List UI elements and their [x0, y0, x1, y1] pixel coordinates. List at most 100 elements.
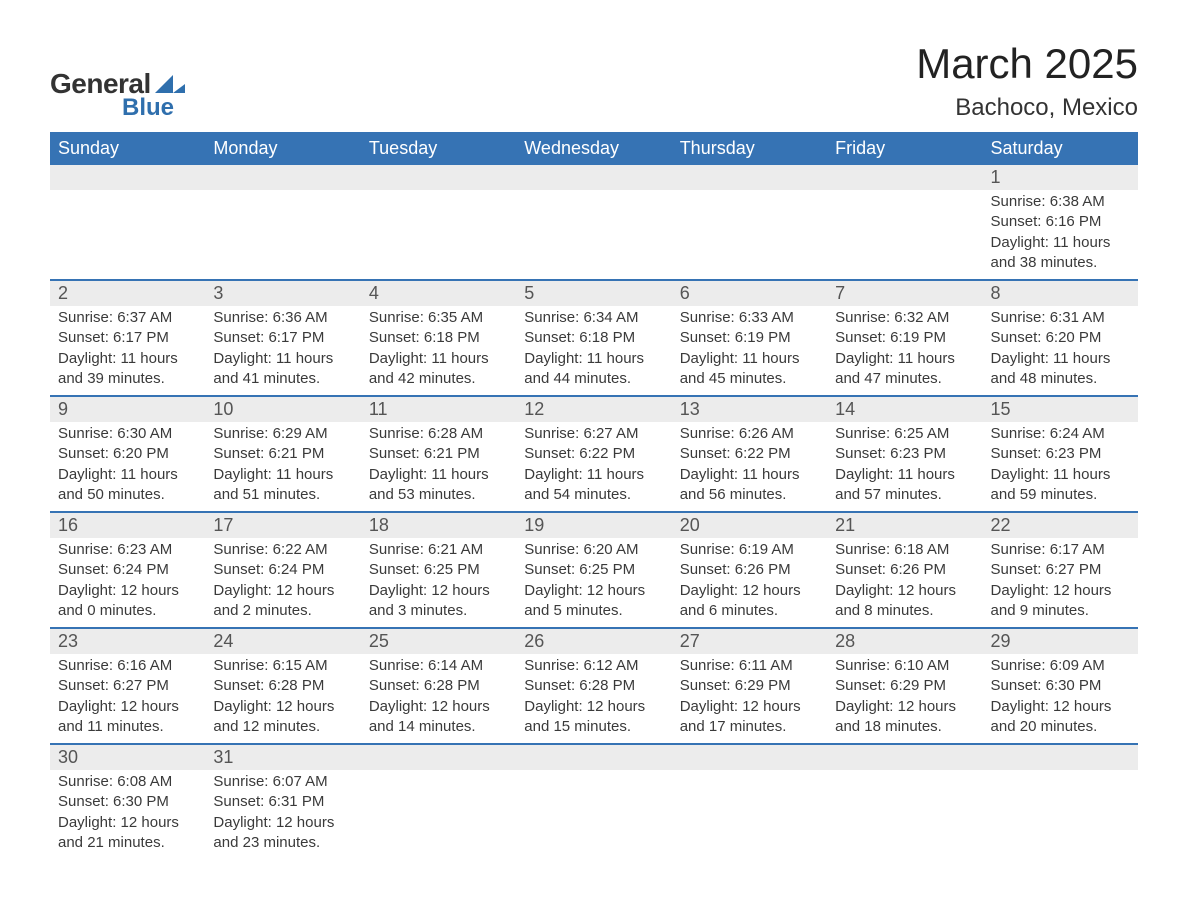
sunset-line: Sunset: 6:28 PM: [524, 676, 663, 696]
sunrise-line: Sunrise: 6:26 AM: [680, 424, 819, 444]
day-number: [983, 745, 1138, 770]
daylight-line: Daylight: 11 hours and 59 minutes.: [991, 465, 1130, 506]
sunset-line: Sunset: 6:26 PM: [835, 560, 974, 580]
daylight-line: Daylight: 12 hours and 21 minutes.: [58, 813, 197, 854]
day-detail: Sunrise: 6:30 AMSunset: 6:20 PMDaylight:…: [50, 422, 205, 511]
calendar-body: 1Sunrise: 6:38 AMSunset: 6:16 PMDaylight…: [50, 165, 1138, 859]
day-detail: [827, 190, 982, 198]
page-title: March 2025: [916, 40, 1138, 88]
day-number: 14: [827, 397, 982, 422]
sunset-line: Sunset: 6:30 PM: [58, 792, 197, 812]
sunrise-line: Sunrise: 6:23 AM: [58, 540, 197, 560]
day-number: 31: [205, 745, 360, 770]
daylight-line: Daylight: 12 hours and 6 minutes.: [680, 581, 819, 622]
sunset-line: Sunset: 6:20 PM: [991, 328, 1130, 348]
daylight-line: Daylight: 12 hours and 3 minutes.: [369, 581, 508, 622]
daynum-row: 2345678: [50, 280, 1138, 306]
day-number: [516, 745, 671, 770]
daylight-line: Daylight: 12 hours and 20 minutes.: [991, 697, 1130, 738]
sunset-line: Sunset: 6:18 PM: [369, 328, 508, 348]
sunrise-line: Sunrise: 6:08 AM: [58, 772, 197, 792]
sunrise-line: Sunrise: 6:25 AM: [835, 424, 974, 444]
weekday-header-row: Sunday Monday Tuesday Wednesday Thursday…: [50, 132, 1138, 165]
sunrise-line: Sunrise: 6:07 AM: [213, 772, 352, 792]
daylight-line: Daylight: 11 hours and 39 minutes.: [58, 349, 197, 390]
day-detail: Sunrise: 6:28 AMSunset: 6:21 PMDaylight:…: [361, 422, 516, 511]
sunrise-line: Sunrise: 6:20 AM: [524, 540, 663, 560]
day-detail: Sunrise: 6:19 AMSunset: 6:26 PMDaylight:…: [672, 538, 827, 627]
day-detail: [983, 770, 1138, 778]
sunset-line: Sunset: 6:17 PM: [213, 328, 352, 348]
day-number: 22: [983, 513, 1138, 538]
daylight-line: Daylight: 12 hours and 14 minutes.: [369, 697, 508, 738]
sunrise-line: Sunrise: 6:15 AM: [213, 656, 352, 676]
day-detail: Sunrise: 6:35 AMSunset: 6:18 PMDaylight:…: [361, 306, 516, 395]
day-detail: Sunrise: 6:08 AMSunset: 6:30 PMDaylight:…: [50, 770, 205, 859]
day-number: [827, 745, 982, 770]
day-number: 30: [50, 745, 205, 770]
daylight-line: Daylight: 11 hours and 50 minutes.: [58, 465, 197, 506]
day-detail: Sunrise: 6:37 AMSunset: 6:17 PMDaylight:…: [50, 306, 205, 395]
day-detail: Sunrise: 6:16 AMSunset: 6:27 PMDaylight:…: [50, 654, 205, 743]
daylight-line: Daylight: 12 hours and 12 minutes.: [213, 697, 352, 738]
daylight-line: Daylight: 11 hours and 51 minutes.: [213, 465, 352, 506]
title-block: March 2025 Bachoco, Mexico: [916, 40, 1138, 122]
day-detail: Sunrise: 6:15 AMSunset: 6:28 PMDaylight:…: [205, 654, 360, 743]
sunset-line: Sunset: 6:31 PM: [213, 792, 352, 812]
location: Bachoco, Mexico: [916, 94, 1138, 122]
day-detail: Sunrise: 6:17 AMSunset: 6:27 PMDaylight:…: [983, 538, 1138, 627]
sunrise-line: Sunrise: 6:18 AM: [835, 540, 974, 560]
sunrise-line: Sunrise: 6:35 AM: [369, 308, 508, 328]
day-detail: Sunrise: 6:20 AMSunset: 6:25 PMDaylight:…: [516, 538, 671, 627]
day-number: 24: [205, 629, 360, 654]
daylight-line: Daylight: 11 hours and 44 minutes.: [524, 349, 663, 390]
day-number: 23: [50, 629, 205, 654]
daydata-row: Sunrise: 6:30 AMSunset: 6:20 PMDaylight:…: [50, 422, 1138, 512]
day-detail: Sunrise: 6:38 AMSunset: 6:16 PMDaylight:…: [983, 190, 1138, 279]
day-number: 20: [672, 513, 827, 538]
day-detail: Sunrise: 6:34 AMSunset: 6:18 PMDaylight:…: [516, 306, 671, 395]
daylight-line: Daylight: 12 hours and 2 minutes.: [213, 581, 352, 622]
daynum-row: 23242526272829: [50, 628, 1138, 654]
sunset-line: Sunset: 6:25 PM: [369, 560, 508, 580]
sunset-line: Sunset: 6:24 PM: [213, 560, 352, 580]
day-number: 9: [50, 397, 205, 422]
daynum-row: 16171819202122: [50, 512, 1138, 538]
day-detail: [361, 770, 516, 778]
daynum-row: 1: [50, 165, 1138, 190]
weekday-header: Sunday: [50, 132, 205, 165]
sunset-line: Sunset: 6:29 PM: [680, 676, 819, 696]
day-number: 2: [50, 281, 205, 306]
weekday-header: Thursday: [672, 132, 827, 165]
sunset-line: Sunset: 6:22 PM: [524, 444, 663, 464]
sunrise-line: Sunrise: 6:11 AM: [680, 656, 819, 676]
day-detail: Sunrise: 6:11 AMSunset: 6:29 PMDaylight:…: [672, 654, 827, 743]
day-number: 25: [361, 629, 516, 654]
day-detail: Sunrise: 6:09 AMSunset: 6:30 PMDaylight:…: [983, 654, 1138, 743]
day-number: 8: [983, 281, 1138, 306]
daylight-line: Daylight: 12 hours and 0 minutes.: [58, 581, 197, 622]
daydata-row: Sunrise: 6:23 AMSunset: 6:24 PMDaylight:…: [50, 538, 1138, 628]
sunrise-line: Sunrise: 6:37 AM: [58, 308, 197, 328]
day-number: 19: [516, 513, 671, 538]
sunset-line: Sunset: 6:27 PM: [991, 560, 1130, 580]
daylight-line: Daylight: 11 hours and 54 minutes.: [524, 465, 663, 506]
daylight-line: Daylight: 11 hours and 56 minutes.: [680, 465, 819, 506]
sunset-line: Sunset: 6:27 PM: [58, 676, 197, 696]
logo-text-blue: Blue: [122, 94, 174, 122]
sunrise-line: Sunrise: 6:17 AM: [991, 540, 1130, 560]
daynum-row: 9101112131415: [50, 396, 1138, 422]
day-detail: Sunrise: 6:10 AMSunset: 6:29 PMDaylight:…: [827, 654, 982, 743]
day-number: 28: [827, 629, 982, 654]
day-number: 13: [672, 397, 827, 422]
sunrise-line: Sunrise: 6:09 AM: [991, 656, 1130, 676]
daylight-line: Daylight: 12 hours and 15 minutes.: [524, 697, 663, 738]
day-detail: Sunrise: 6:24 AMSunset: 6:23 PMDaylight:…: [983, 422, 1138, 511]
sunset-line: Sunset: 6:23 PM: [991, 444, 1130, 464]
page-header: General Blue March 2025 Bachoco, Mexico: [50, 40, 1138, 122]
sunrise-line: Sunrise: 6:19 AM: [680, 540, 819, 560]
day-detail: Sunrise: 6:25 AMSunset: 6:23 PMDaylight:…: [827, 422, 982, 511]
weekday-header: Wednesday: [516, 132, 671, 165]
day-detail: Sunrise: 6:07 AMSunset: 6:31 PMDaylight:…: [205, 770, 360, 859]
daylight-line: Daylight: 11 hours and 57 minutes.: [835, 465, 974, 506]
